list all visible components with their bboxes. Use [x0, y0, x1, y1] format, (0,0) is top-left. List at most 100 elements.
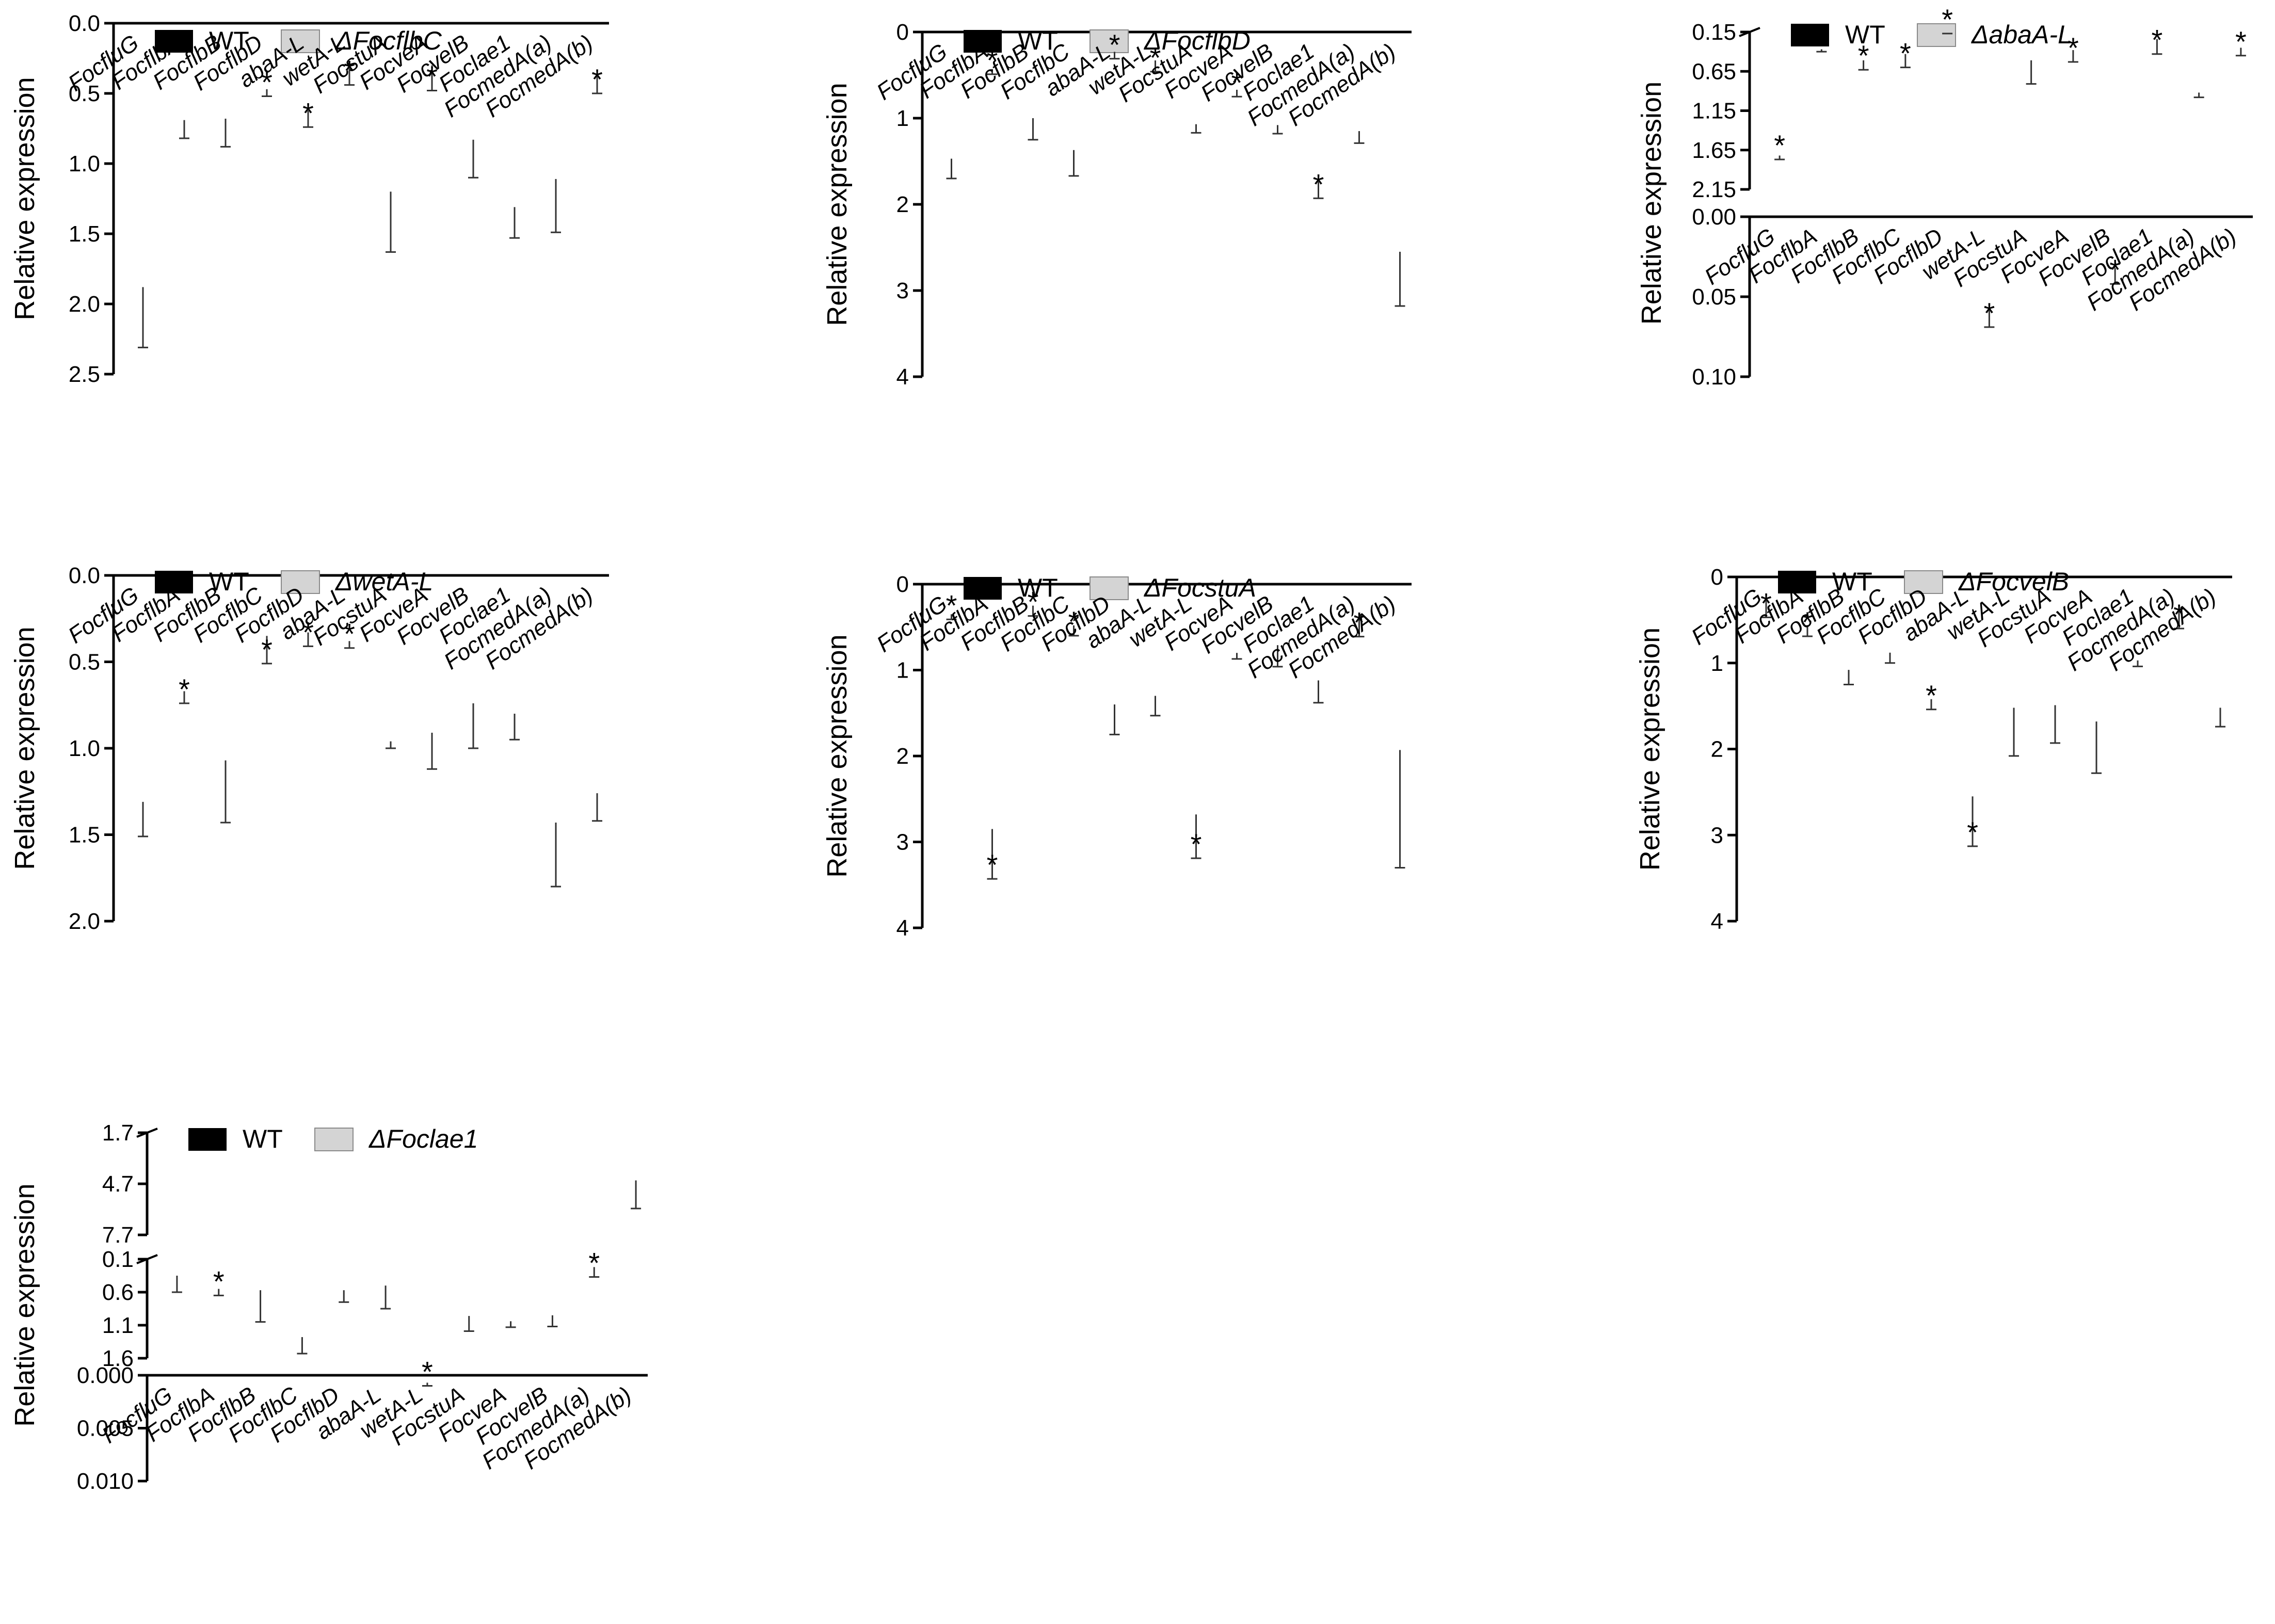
legend-label-mutant: ΔabaA-L	[1971, 20, 2072, 49]
significance-marker: *	[1191, 828, 1202, 860]
y-tick-label: 2.0	[69, 909, 100, 934]
significance-marker: *	[2235, 25, 2247, 58]
significance-marker: *	[1774, 129, 1785, 162]
legend-label-mutant: ΔwetA-L	[335, 567, 433, 596]
chart-panel-3: 0.00 0.05 0.10 0.15 0.65 1.15 1.65 2.15 Relative…	[1636, 3, 2253, 390]
significance-marker: *	[2109, 253, 2121, 286]
significance-marker: *	[1028, 586, 1039, 618]
significance-marker: *	[946, 589, 957, 621]
legend-swatch-mutant	[281, 29, 320, 53]
y-tick-label: 0	[896, 20, 909, 45]
significance-marker: *	[1900, 37, 1911, 70]
significance-marker: *	[426, 60, 438, 93]
y-tick-label: 2.5	[69, 362, 100, 387]
y-tick-label: 1	[896, 658, 909, 683]
legend-swatch-mutant	[314, 1128, 354, 1151]
y-tick-label: 0.00	[1692, 204, 1736, 230]
significance-marker: *	[1760, 587, 1772, 619]
y-tick-label: 3	[1711, 823, 1723, 848]
y-tick-label: 0.10	[1692, 364, 1736, 390]
significance-marker: *	[1942, 3, 1953, 36]
significance-marker: *	[344, 55, 355, 87]
y-axis-title: Relative expression	[822, 83, 853, 326]
y-tick-label: 2	[896, 744, 909, 769]
significance-marker: *	[261, 633, 273, 666]
chart-panel-1: 0.0 0.5 1.0 1.5 2.0 2.5 Relative expression WT Δ…	[9, 11, 609, 387]
significance-marker: *	[2068, 31, 2079, 64]
significance-marker: *	[1926, 679, 1937, 712]
y-axis-title: Relative expression	[822, 634, 853, 877]
y-axis-title: Relative expression	[9, 77, 40, 320]
significance-marker: *	[987, 848, 998, 881]
y-tick-label: 2	[896, 192, 909, 217]
axis-break-mark	[136, 1254, 158, 1264]
y-tick-label: 1.1	[102, 1313, 134, 1338]
y-tick-label: 0.0	[69, 11, 100, 36]
legend-swatch-mutant	[1917, 23, 1956, 47]
y-tick-label: 0.1	[102, 1247, 134, 1272]
y-tick-label: 1.7	[102, 1120, 134, 1146]
y-tick-label: 1.15	[1692, 99, 1736, 124]
significance-marker: *	[344, 618, 355, 650]
legend-swatch-wt	[155, 30, 193, 53]
legend-swatch-mutant	[1090, 29, 1129, 53]
significance-marker: *	[2151, 24, 2162, 56]
significance-marker: *	[179, 673, 190, 705]
y-tick-label: 1.5	[69, 221, 100, 247]
y-tick-label: 4.7	[102, 1171, 134, 1197]
y-tick-label: 2.15	[1692, 177, 1736, 202]
y-axis-title: Relative expression	[1635, 628, 1665, 871]
y-tick-label: 0.005	[77, 1416, 134, 1441]
y-tick-label: 3	[896, 278, 909, 303]
legend-swatch-wt	[964, 577, 1002, 600]
significance-marker: *	[1967, 816, 1978, 848]
axis-break-mark	[1739, 27, 1760, 37]
legend-label-wt: WT	[1845, 20, 1885, 49]
y-tick-label: 1.65	[1692, 138, 1736, 163]
legend-label-mutant: ΔFocflbD	[1144, 26, 1251, 55]
y-tick-label: 7.7	[102, 1223, 134, 1248]
y-tick-label: 4	[896, 364, 909, 390]
significance-marker: *	[1354, 606, 1365, 639]
y-tick-label: 0.15	[1692, 20, 1736, 45]
y-tick-label: 0.5	[69, 81, 100, 106]
y-tick-label: 0.5	[69, 650, 100, 675]
y-tick-label: 1.6	[102, 1346, 134, 1371]
y-tick-label: 0.010	[77, 1469, 134, 1494]
significance-marker: *	[1150, 41, 1161, 74]
y-tick-label: 0.0	[69, 563, 100, 588]
y-tick-label: 0	[1711, 565, 1723, 590]
significance-marker: *	[987, 44, 998, 76]
legend-swatch-wt	[155, 571, 193, 593]
y-tick-label: 1	[1711, 651, 1723, 676]
legend-swatch-mutant	[1904, 570, 1943, 594]
significance-marker: *	[422, 1356, 433, 1388]
y-tick-label: 1.0	[69, 736, 100, 761]
legend-label-mutant: ΔFocflbC	[335, 26, 442, 55]
legend-swatch-mutant	[1090, 576, 1129, 600]
significance-marker: *	[1983, 297, 1995, 329]
significance-marker: *	[261, 66, 273, 98]
significance-marker: *	[591, 63, 603, 95]
y-tick-label: 0.000	[77, 1363, 134, 1388]
significance-marker: *	[213, 1265, 225, 1297]
significance-marker: *	[588, 1247, 600, 1279]
y-tick-label: 1.0	[69, 151, 100, 176]
legend-swatch-wt	[964, 30, 1002, 53]
legend-label-mutant: ΔFoclae1	[369, 1124, 478, 1153]
y-tick-label: 0.65	[1692, 59, 1736, 84]
significance-marker: *	[1816, 21, 1827, 54]
axis-break-mark	[136, 1128, 158, 1138]
y-tick-label: 4	[1711, 909, 1723, 934]
significance-marker: *	[302, 616, 314, 648]
y-tick-label: 0.6	[102, 1280, 134, 1305]
y-axis-title: Relative expression	[9, 626, 40, 870]
significance-marker: *	[1231, 66, 1243, 99]
significance-marker: *	[302, 97, 314, 129]
chart-panel-4: 0.0 0.5 1.0 1.5 2.0 Relative expression WT Δwet…	[9, 563, 609, 934]
legend-label-wt: WT	[243, 1124, 283, 1153]
